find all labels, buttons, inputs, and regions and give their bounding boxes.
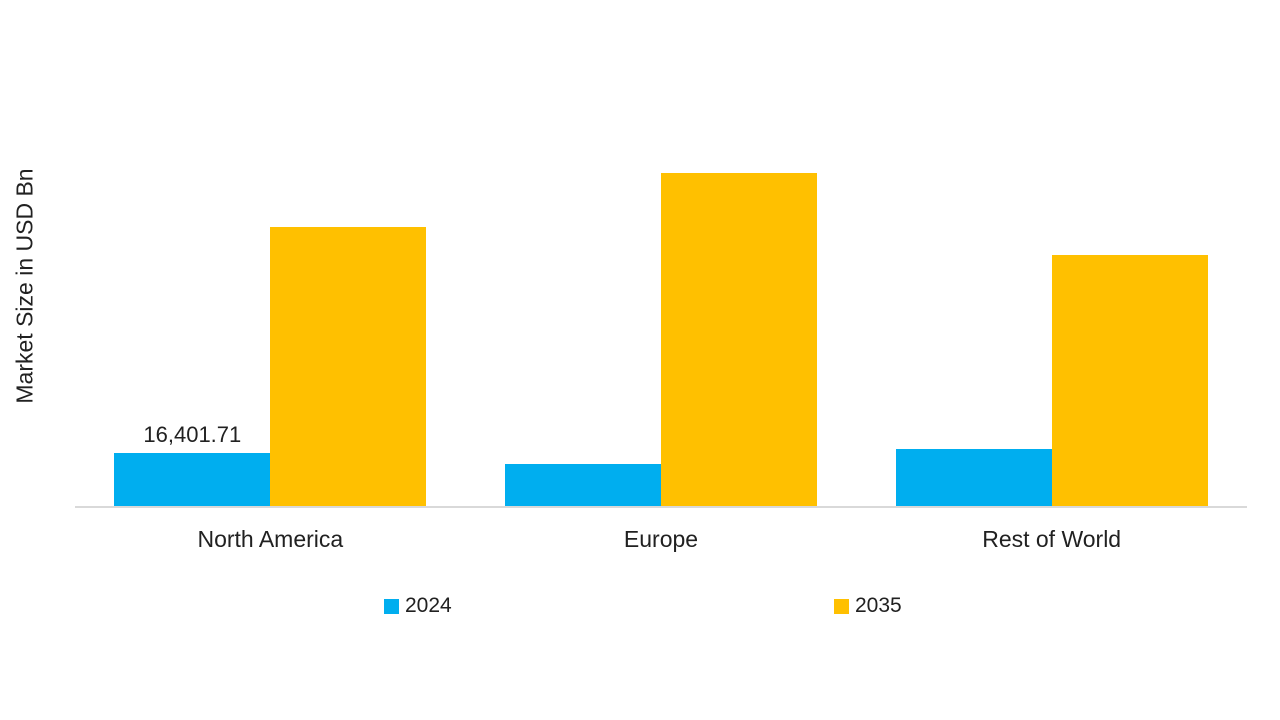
x-axis-line [75,506,1247,508]
bar-2024-rest-of-world [895,449,1052,507]
legend: 2024 2035 [0,594,1280,620]
category-label-europe: Europe [623,526,699,552]
bar-2035-europe [661,173,817,507]
bar-2024-europe [505,464,661,507]
legend-item-2035: 2035 [834,594,902,618]
plot-area: 16,401.71 [75,173,1247,508]
legend-label-2035: 2035 [855,594,902,617]
legend-item-2024: 2024 [384,594,452,618]
legend-label-2024: 2024 [405,594,452,617]
category-label-rest-of-world: Rest of World [982,526,1122,552]
bar-2035-rest-of-world [1051,255,1208,507]
legend-swatch-2024-icon [384,598,399,614]
category-label-north-america: North America [197,526,344,552]
data-label-north-america-2024: 16,401.71 [143,422,242,447]
legend-swatch-2035-icon [834,598,849,614]
bar-2024-north-america [114,453,271,507]
bar-2035-north-america [270,227,427,507]
